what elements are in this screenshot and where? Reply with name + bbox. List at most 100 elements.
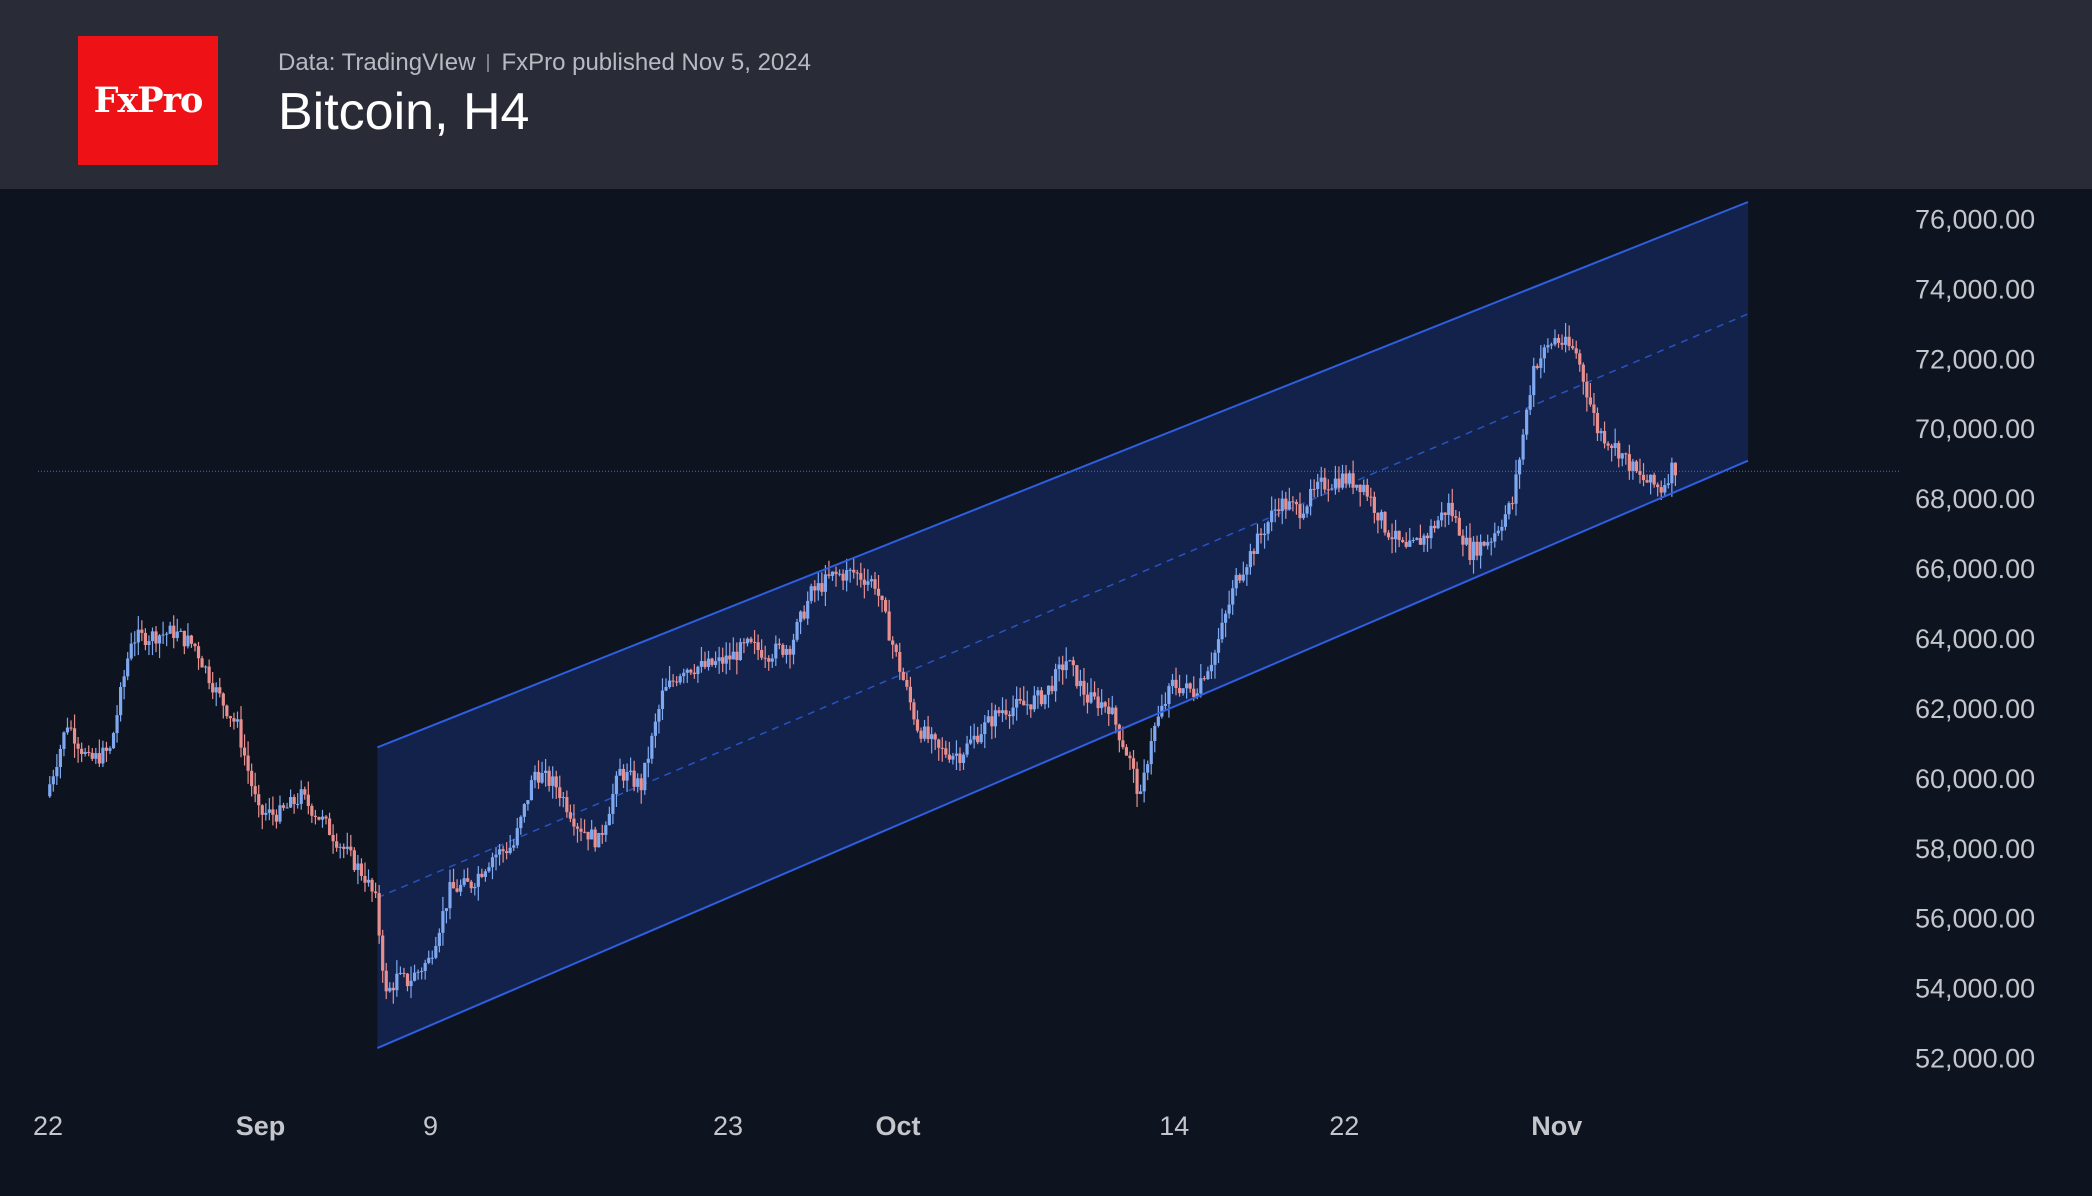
candle-body <box>1121 740 1125 748</box>
candle-body <box>958 753 962 763</box>
candle-body <box>1440 512 1444 521</box>
candle-body <box>232 718 236 722</box>
meta-divider <box>487 54 490 72</box>
y-tick-label: 70,000.00 <box>1915 414 2035 444</box>
candle-body <box>845 570 849 581</box>
candle-body <box>1167 686 1171 704</box>
candle-body <box>218 687 222 694</box>
candle-body <box>660 690 665 710</box>
candle-body <box>1000 710 1005 714</box>
candle-body <box>1532 365 1536 396</box>
price-chart[interactable]: 76,000.00 74,000.00 72,000.00 70,000.00 68,0… <box>0 189 2092 1196</box>
candle-body <box>1656 484 1660 488</box>
candle-body <box>101 747 105 764</box>
candle-body <box>675 681 679 683</box>
candle-body <box>1468 537 1472 560</box>
candle-body <box>469 881 473 889</box>
y-axis: 76,000.00 74,000.00 72,000.00 70,000.00 68,0… <box>1915 204 2035 1073</box>
candle-body <box>1411 539 1415 541</box>
candle-body <box>398 972 402 974</box>
candle-body <box>1305 506 1309 514</box>
candle-body <box>689 669 693 673</box>
candle-body <box>703 661 707 667</box>
candle-body <box>515 828 519 846</box>
candle-body <box>795 621 799 640</box>
candle-body <box>983 722 987 735</box>
candle-body <box>1007 714 1012 717</box>
candle-body <box>1464 537 1469 545</box>
candle-body <box>179 630 183 632</box>
candle-body <box>1401 540 1405 542</box>
candle-body <box>136 629 140 643</box>
candle-body <box>979 734 983 743</box>
candle-body <box>1347 473 1352 484</box>
candle-body <box>884 599 888 612</box>
candle-body <box>1638 471 1642 475</box>
candle-body <box>1255 533 1260 554</box>
candle-body <box>381 935 385 971</box>
candle-body <box>944 748 948 755</box>
candle-body <box>1489 541 1493 543</box>
candle-body <box>653 721 657 736</box>
candle-body <box>1479 541 1483 556</box>
x-tick-label: 14 <box>1159 1111 1189 1141</box>
candle-body <box>1535 365 1539 368</box>
candle-body <box>370 879 374 892</box>
candle-body <box>643 762 647 791</box>
candle-body <box>692 672 696 675</box>
candle-body <box>310 805 314 816</box>
candle-body <box>1309 488 1313 507</box>
candle-body <box>745 638 750 644</box>
chart-title: Bitcoin, H4 <box>278 83 530 141</box>
candle-body <box>1234 574 1238 589</box>
candle-body <box>260 805 264 815</box>
candle-body <box>497 849 502 855</box>
candle-body <box>487 867 491 872</box>
candle-body <box>1503 514 1507 527</box>
candle-body <box>1571 346 1575 349</box>
candle-body <box>494 854 498 858</box>
candle-body <box>483 871 487 877</box>
candle-body <box>1617 443 1621 459</box>
candle-body <box>802 611 806 619</box>
candle-body <box>714 661 718 665</box>
candle-body <box>349 846 353 851</box>
candle-body <box>508 847 512 854</box>
y-tick-label: 68,000.00 <box>1915 484 2035 514</box>
candle-body <box>1553 337 1557 345</box>
channel-upper-line <box>377 201 1749 749</box>
candle-body <box>1365 484 1369 497</box>
candle-body <box>990 716 994 727</box>
candle-body <box>1369 496 1373 498</box>
candle-body <box>1549 344 1554 346</box>
candle-body <box>1599 431 1603 434</box>
candle-body <box>568 812 572 819</box>
candle-body <box>154 631 158 644</box>
candle-body <box>1029 704 1033 710</box>
candle-body <box>462 878 466 885</box>
candle-body <box>1634 461 1639 472</box>
candle-body <box>1475 541 1479 556</box>
candle-body <box>1673 462 1677 476</box>
candle-body <box>586 831 590 840</box>
candle-body <box>1287 501 1291 510</box>
candle-body <box>940 747 944 749</box>
candle-body <box>69 727 73 729</box>
candle-body <box>1199 678 1203 694</box>
candle-body <box>1124 747 1129 756</box>
candle-body <box>83 751 87 754</box>
candle-body <box>1610 445 1614 448</box>
y-tick-label: 58,000.00 <box>1915 834 2035 864</box>
candle-body <box>1542 347 1546 359</box>
candle-body <box>473 886 477 889</box>
candle-body <box>1323 477 1327 490</box>
candle-body <box>1177 687 1182 694</box>
candle-body <box>593 829 597 848</box>
candle-body <box>1071 660 1075 666</box>
candle-body <box>48 784 52 797</box>
candle-body <box>1330 488 1334 490</box>
candle-body <box>193 643 197 647</box>
candle-body <box>536 771 541 783</box>
candle-body <box>175 631 179 639</box>
candle-body <box>1404 541 1408 547</box>
